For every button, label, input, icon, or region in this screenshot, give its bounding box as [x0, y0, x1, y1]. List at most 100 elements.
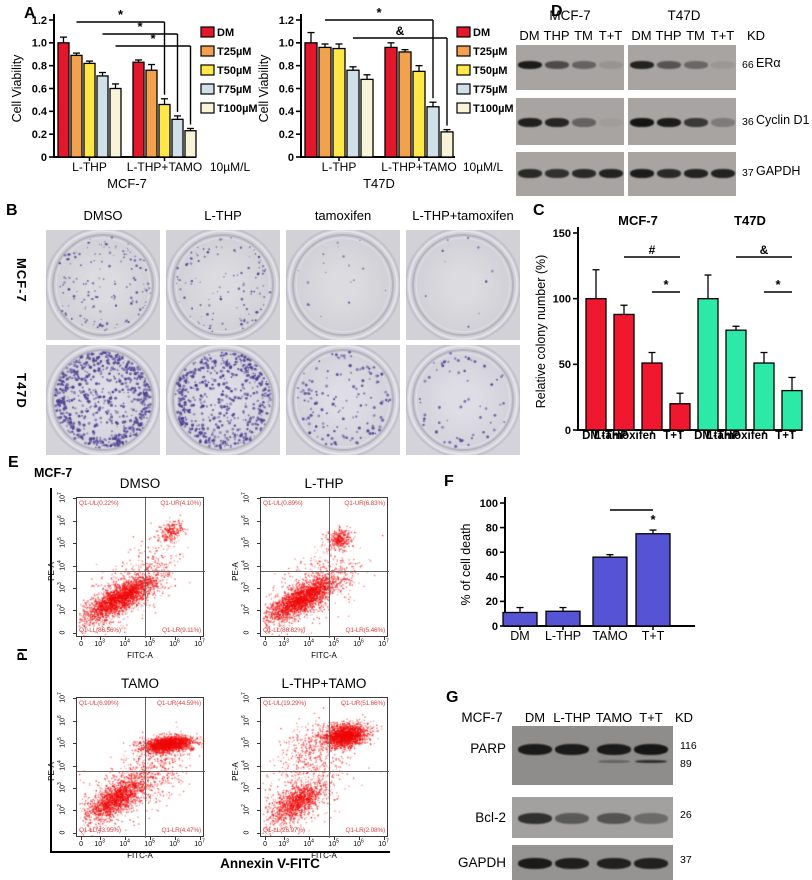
flow-quadrant-label: Q1-UL(19.29%) [263, 700, 306, 707]
svg-text:0.6: 0.6 [32, 83, 47, 95]
blot-lane-label: DM [631, 28, 652, 43]
blot-mw-label: 89 [680, 758, 692, 770]
blot-lane-label: THP [543, 28, 570, 43]
blot-protein-label: GAPDH [756, 164, 801, 178]
blot-cellline-title: MCF-7 [549, 8, 591, 23]
svg-text:1.0: 1.0 [32, 38, 47, 50]
blot-band [656, 169, 681, 178]
flow-quadrant-label: Q1-UR(4.10%) [160, 500, 201, 507]
blot-band [517, 61, 542, 69]
flow-cytometry-panel-e: MCF-7 PI Annexin V-FITC DMSO Q1-UL(0.22%)… [0, 455, 512, 880]
blot-strip [516, 45, 624, 90]
blot-band [555, 813, 589, 824]
blot-lane-label: TAMO [595, 710, 633, 725]
svg-text:T50µM: T50µM [473, 65, 507, 77]
svg-text:0: 0 [492, 621, 498, 633]
flow-x-tick: 104 [303, 638, 314, 648]
flow-x-tick: 103 [278, 638, 289, 648]
svg-text:L-THP: L-THP [322, 160, 357, 174]
svg-text:0.2: 0.2 [32, 129, 47, 141]
flow-y-tick: 105 [241, 737, 251, 748]
blot-band [629, 118, 654, 127]
flow-x-tick: 104 [303, 838, 314, 848]
flow-plot: Q1-UL(6.99%) Q1-UR(44.59%) Q1-LL(43.95%) Q1… [76, 697, 205, 838]
svg-text:L-THP+TAMO: L-THP+TAMO [127, 160, 202, 174]
blot-band [710, 169, 735, 178]
flow-y-tick: 107 [57, 492, 67, 504]
flow-plot: Q1-UL(0.22%) Q1-UR(4.10%) Q1-LL(86.56%) Q1-… [76, 497, 205, 638]
svg-text:L-THP: L-THP [545, 629, 581, 643]
svg-text:1.0: 1.0 [279, 38, 294, 50]
blot-lane-label: TM [686, 28, 705, 43]
chart-viability-t47d: 0 0.2 0.4 0.6 0.8 1.0 1.2 Cell Viability L-THP L-… [257, 5, 514, 191]
flow-y-tick: 106 [57, 515, 67, 526]
svg-text:#: # [649, 243, 656, 257]
blot-band [518, 858, 552, 869]
svg-text:20: 20 [486, 596, 498, 608]
flow-quadrant-label: Q1-UL(6.99%) [79, 700, 119, 707]
blot-mw-label: 37 [742, 167, 754, 179]
svg-text:DM: DM [217, 27, 234, 39]
svg-text:DM: DM [510, 629, 529, 643]
svg-text:Relative colony number (%): Relative colony number (%) [534, 255, 548, 409]
blot-sub-band [635, 760, 667, 763]
svg-text:*: * [376, 5, 382, 20]
blot-protein-label: PARP [470, 741, 506, 756]
svg-text:1.2: 1.2 [279, 15, 294, 27]
svg-text:T47D: T47D [734, 213, 766, 228]
flow-quadrant-label: Q1-LL(26.97%) [263, 827, 305, 834]
blot-cellline-title: T47D [667, 8, 701, 23]
blot-lane-label: TM [574, 28, 593, 43]
blot-band [571, 61, 596, 69]
blot-protein-label: ERα [756, 56, 781, 70]
flow-y-tick: 102 [241, 604, 251, 616]
colony-dish-image [406, 345, 520, 455]
flow-x-tick: 107 [194, 638, 205, 648]
svg-text:0: 0 [41, 152, 47, 164]
flow-quadrant-label: Q1-LR(2.08%) [345, 827, 385, 834]
flow-quadrant-label: Q1-UR(6.83%) [344, 500, 385, 507]
flow-fitc-axis-label: FITC-A [311, 651, 337, 660]
svg-text:DM: DM [582, 430, 600, 442]
svg-text:80: 80 [486, 522, 498, 534]
flow-x-tick: 104 [119, 638, 130, 648]
blot-strip [628, 45, 736, 90]
flow-y-tick: 0 [59, 630, 67, 635]
flow-x-tick: 0 [79, 641, 84, 648]
svg-text:Cell Viability: Cell Viability [257, 54, 271, 123]
blot-band [544, 169, 569, 178]
flow-y-tick: 105 [241, 537, 251, 548]
blot-lane-label: T+T [710, 28, 735, 43]
flow-y-tick: 104 [57, 559, 67, 571]
svg-text:T25µM: T25µM [473, 46, 507, 58]
blot-mw-label: 37 [680, 854, 692, 866]
flow-quadrant-label: Q1-LR(5.46%) [345, 627, 385, 634]
svg-text:T50µM: T50µM [217, 65, 251, 77]
blot-sub-band [598, 760, 630, 763]
flow-y-tick: 104 [241, 559, 251, 571]
flow-y-tick: 106 [57, 715, 67, 726]
blot-band [634, 813, 668, 824]
blot-band [597, 813, 631, 824]
flow-x-tick: 105 [328, 638, 339, 648]
blot-lane-label: DM [519, 28, 540, 43]
svg-text:50: 50 [559, 359, 571, 371]
svg-text:0.4: 0.4 [32, 106, 48, 118]
flow-x-tick: 103 [94, 638, 105, 648]
flow-x-axis-line [50, 851, 390, 853]
svg-text:*: * [150, 31, 156, 46]
flow-y-tick: 105 [57, 737, 67, 748]
flow-x-tick: 105 [144, 838, 155, 848]
blot-band [555, 744, 589, 755]
blot-band [634, 858, 668, 869]
flow-quadrant-label: Q1-UR(51.66%) [341, 700, 385, 707]
blot-band [517, 118, 542, 127]
flow-x-tick: 0 [79, 841, 84, 848]
flow-y-tick: 0 [243, 830, 251, 835]
flow-y-tick: 103 [57, 582, 67, 593]
panel-d-label: D [551, 3, 563, 20]
svg-text:T100µM: T100µM [473, 103, 514, 115]
flow-y-tick: 102 [57, 804, 67, 816]
svg-text:10µM/L: 10µM/L [463, 160, 504, 174]
svg-text:Cell Viability: Cell Viability [10, 54, 24, 123]
